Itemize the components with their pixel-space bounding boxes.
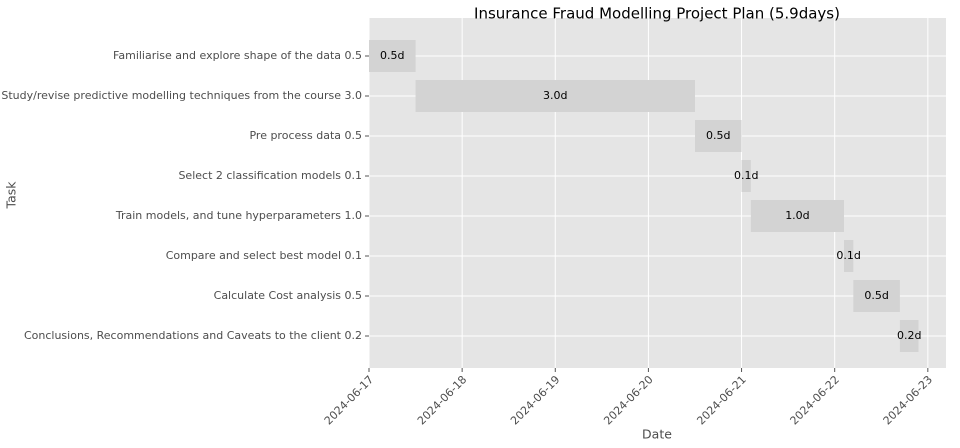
x-tick-label: 2024-06-21	[694, 373, 748, 427]
y-tick-label: Familiarise and explore shape of the dat…	[113, 49, 362, 62]
value-label: 0.5d	[380, 49, 404, 62]
value-label: 0.1d	[836, 249, 860, 262]
x-tick-label: 2024-06-18	[415, 373, 469, 427]
bar	[741, 160, 751, 192]
value-label: 0.5d	[864, 289, 888, 302]
bar	[415, 80, 695, 112]
y-axis-label: Task	[4, 181, 19, 210]
y-tick-label: Study/revise predictive modelling techni…	[1, 89, 362, 102]
value-label: 0.5d	[706, 129, 730, 142]
chart-title: Insurance Fraud Modelling Project Plan (…	[474, 5, 840, 23]
value-label: 0.2d	[897, 329, 921, 342]
bar	[844, 240, 854, 272]
bar	[899, 320, 919, 352]
y-tick-label: Pre process data 0.5	[249, 129, 362, 142]
bar	[853, 280, 900, 312]
x-tick-label: 2024-06-19	[508, 373, 562, 427]
x-tick-label: 2024-06-23	[881, 373, 935, 427]
y-tick-label: Select 2 classification models 0.1	[178, 169, 362, 182]
bar	[694, 120, 742, 152]
value-label: 1.0d	[785, 209, 809, 222]
x-tick-label: 2024-06-20	[601, 373, 655, 427]
y-tick-label: Conclusions, Recommendations and Caveats…	[24, 329, 362, 342]
x-axis-label: Date	[642, 427, 672, 442]
x-tick-label: 2024-06-17	[322, 373, 376, 427]
plot-background	[369, 18, 946, 368]
y-tick-label: Train models, and tune hyperparameters 1…	[115, 209, 362, 222]
bar	[750, 200, 845, 232]
value-label: 0.1d	[734, 169, 758, 182]
y-tick-label: Calculate Cost analysis 0.5	[214, 289, 362, 302]
value-label: 3.0d	[543, 89, 567, 102]
y-tick-label: Compare and select best model 0.1	[166, 249, 362, 262]
bar	[369, 40, 416, 72]
x-tick-label: 2024-06-22	[788, 373, 842, 427]
